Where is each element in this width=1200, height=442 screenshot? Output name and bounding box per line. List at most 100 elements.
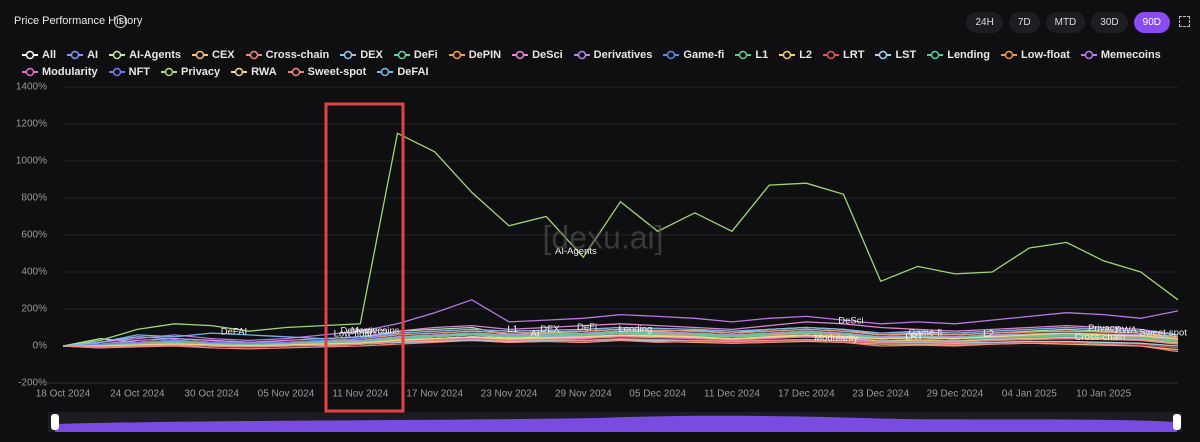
legend-item[interactable]: Low-float bbox=[1001, 48, 1070, 62]
annotation: DeFAI bbox=[221, 327, 247, 338]
annotation: L2 bbox=[983, 328, 994, 339]
range-button[interactable]: MTD bbox=[1045, 12, 1086, 33]
legend-icon bbox=[512, 50, 529, 60]
y-tick-label: 200% bbox=[21, 304, 47, 315]
y-tick-label: 400% bbox=[21, 267, 47, 278]
legend-item[interactable]: Sweet-spot bbox=[287, 65, 366, 79]
x-tick-label: 23 Nov 2024 bbox=[481, 389, 538, 400]
series-line bbox=[62, 337, 1179, 348]
series-line bbox=[62, 326, 1179, 347]
legend-swatch bbox=[930, 50, 940, 60]
legend-item[interactable]: Lending bbox=[927, 48, 990, 62]
legend-label: Cross-chain bbox=[265, 49, 330, 61]
range-button[interactable]: 90D bbox=[1133, 12, 1170, 33]
x-tick-label: 11 Nov 2024 bbox=[332, 389, 388, 400]
series-line bbox=[62, 321, 1179, 347]
legend-swatch bbox=[25, 67, 35, 77]
legend-label: AI-Agents bbox=[129, 49, 182, 61]
legend-icon bbox=[108, 67, 125, 77]
slider-handle[interactable] bbox=[51, 414, 59, 430]
legend-label: RWA bbox=[251, 66, 277, 78]
x-tick-label: 23 Dec 2024 bbox=[852, 389, 909, 400]
expand-icon[interactable] bbox=[1179, 16, 1190, 27]
legend-icon bbox=[161, 67, 178, 77]
legend-item[interactable]: Game-fi bbox=[663, 48, 724, 62]
legend-swatch bbox=[381, 67, 390, 77]
y-tick-label: 600% bbox=[21, 230, 47, 241]
legend-item[interactable]: Memecoins bbox=[1080, 48, 1161, 62]
legend-swatch bbox=[782, 50, 792, 60]
info-icon[interactable]: i bbox=[114, 15, 127, 28]
legend-swatch bbox=[452, 50, 461, 60]
range-button[interactable]: 30D bbox=[1091, 12, 1128, 33]
legend-item[interactable]: Modularity bbox=[22, 65, 98, 79]
range-button[interactable]: 7D bbox=[1008, 12, 1040, 33]
x-tick-label: 05 Dec 2024 bbox=[629, 389, 686, 400]
legend-item[interactable]: RWA bbox=[231, 65, 277, 79]
legend-item[interactable]: AI-Agents bbox=[109, 48, 181, 62]
legend-icon bbox=[340, 50, 357, 60]
legend-item[interactable]: LRT bbox=[823, 48, 864, 62]
legend-item[interactable]: DePIN bbox=[448, 48, 502, 62]
legend-item[interactable]: CEX bbox=[192, 48, 235, 62]
legend-item[interactable]: L1 bbox=[735, 48, 768, 62]
series-line bbox=[63, 332, 1179, 347]
legend-label: Modularity bbox=[42, 66, 98, 78]
x-tick-label: 29 Dec 2024 bbox=[927, 389, 984, 400]
legend-label: LST bbox=[895, 49, 917, 61]
annotation: Derivatives bbox=[341, 326, 388, 337]
legend-icon bbox=[735, 50, 752, 60]
legend-item[interactable]: LST bbox=[875, 48, 916, 62]
legend-item[interactable]: Derivatives bbox=[573, 48, 652, 62]
legend-item[interactable]: L2 bbox=[779, 48, 812, 62]
legend-item[interactable]: Cross-chain bbox=[245, 48, 330, 62]
annotation: Cross-chain bbox=[1075, 332, 1126, 343]
slider-handle[interactable] bbox=[1173, 414, 1181, 430]
legend-swatch bbox=[515, 50, 525, 60]
annotation: LRT bbox=[905, 331, 923, 342]
legend-label: DEX bbox=[360, 49, 383, 61]
legend-icon bbox=[231, 67, 248, 77]
range-button[interactable]: 24H bbox=[966, 12, 1003, 33]
legend-icon bbox=[779, 50, 796, 60]
legend-swatch bbox=[879, 50, 888, 60]
legend-swatch bbox=[667, 50, 676, 60]
legend-item[interactable]: DeSci bbox=[512, 48, 563, 62]
legend-icon bbox=[875, 50, 892, 60]
legend-swatch bbox=[112, 50, 122, 60]
legend-swatch bbox=[826, 50, 836, 60]
annotation: RWA bbox=[1115, 325, 1137, 336]
legend-icon bbox=[287, 67, 304, 77]
legend-label: NFT bbox=[128, 66, 151, 78]
legend-label: Lending bbox=[947, 49, 990, 61]
legend-label: DePIN bbox=[468, 49, 502, 61]
legend-item[interactable]: All bbox=[22, 48, 56, 62]
legend-item[interactable]: AI bbox=[67, 48, 98, 62]
legend-item[interactable]: DeFi bbox=[393, 48, 438, 62]
x-tick-label: 17 Dec 2024 bbox=[778, 389, 835, 400]
series-line bbox=[62, 331, 1179, 347]
annotation: AI-Agents bbox=[555, 246, 597, 257]
legend-icon bbox=[448, 50, 465, 60]
legend-icon bbox=[823, 50, 840, 60]
legend-swatch bbox=[25, 50, 35, 60]
legend-label: Low-float bbox=[1021, 49, 1070, 61]
legend-icon bbox=[663, 50, 680, 60]
legend: All AI AI-Agents CEX Cross-chain DEX DeFi DePIN… bbox=[22, 48, 1182, 79]
legend-label: L1 bbox=[755, 49, 769, 61]
y-tick-label: 0% bbox=[33, 341, 48, 352]
legend-item[interactable]: DeFAI bbox=[377, 65, 429, 79]
legend-item[interactable]: DEX bbox=[340, 48, 383, 62]
legend-label: DeSci bbox=[532, 49, 563, 61]
legend-label: DeFi bbox=[413, 49, 438, 61]
legend-icon bbox=[67, 50, 84, 60]
annotation: Lending bbox=[618, 324, 652, 335]
legend-swatch bbox=[577, 50, 586, 60]
legend-item[interactable]: Privacy bbox=[161, 65, 220, 79]
x-tick-label: 18 Oct 2024 bbox=[36, 389, 91, 400]
legend-item[interactable]: NFT bbox=[108, 65, 151, 79]
watermark: [dexu.ai] bbox=[543, 219, 664, 255]
x-tick-label: 24 Oct 2024 bbox=[110, 389, 165, 400]
